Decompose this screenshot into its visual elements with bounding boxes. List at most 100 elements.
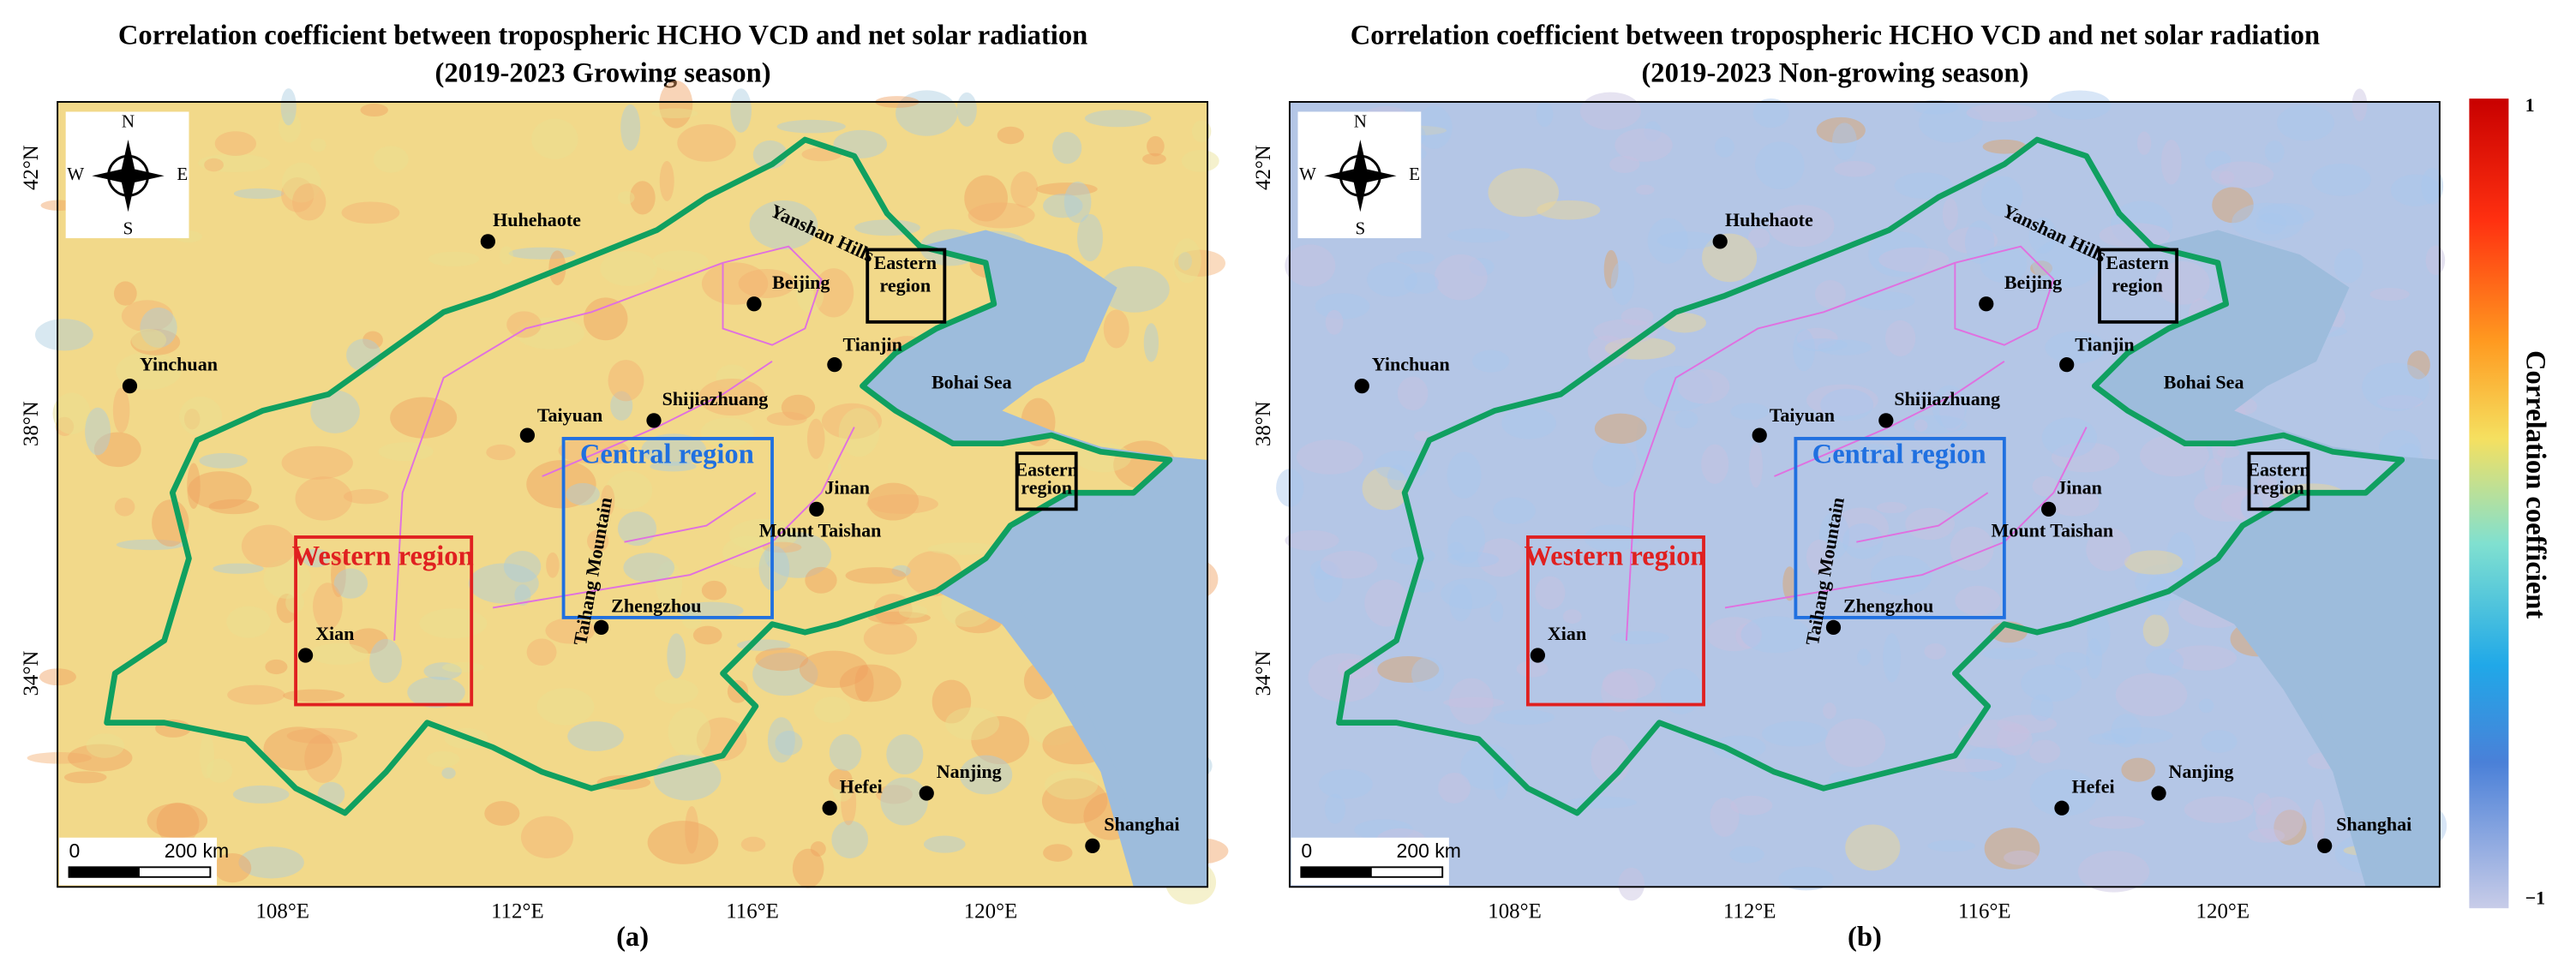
compass-letter: S xyxy=(1355,218,1365,238)
texture xyxy=(1964,744,2016,781)
texture xyxy=(964,175,1008,222)
texture xyxy=(1567,796,1638,809)
texture xyxy=(2048,90,2112,120)
texture xyxy=(506,311,542,338)
city-dot xyxy=(1878,413,1894,428)
texture xyxy=(140,307,177,348)
texture xyxy=(617,511,657,547)
texture xyxy=(2087,612,2111,656)
western-label: Western region xyxy=(1524,541,1705,571)
texture xyxy=(484,801,520,826)
sea-east xyxy=(2250,476,2440,887)
texture xyxy=(206,758,233,783)
city-label: Hefei xyxy=(2071,775,2114,797)
texture xyxy=(1918,103,1983,143)
texture xyxy=(1900,415,1968,434)
texture xyxy=(898,605,928,618)
texture xyxy=(1778,866,1834,891)
texture xyxy=(295,476,353,521)
scale-label: 200 km xyxy=(1397,840,1461,862)
compass-letter: E xyxy=(177,164,188,184)
eastern-label: Eastern xyxy=(874,252,937,273)
texture xyxy=(832,780,854,802)
texture xyxy=(369,638,402,684)
texture xyxy=(2048,487,2100,517)
texture xyxy=(1816,117,1866,144)
city-label: Shanghai xyxy=(2336,813,2411,834)
study-boundary xyxy=(1336,136,2405,816)
lon-label: 120°E xyxy=(2196,900,2250,923)
texture xyxy=(343,488,389,505)
city-dot xyxy=(1979,296,1994,312)
texture xyxy=(179,396,223,437)
texture xyxy=(1825,718,1886,768)
texture xyxy=(130,328,181,356)
scale-label: 0 xyxy=(69,840,81,862)
western-box xyxy=(1525,535,1705,707)
compass-letter: N xyxy=(122,111,135,132)
texture xyxy=(1876,501,1907,514)
texture xyxy=(2121,757,2156,782)
texture xyxy=(1644,121,1662,142)
texture xyxy=(600,251,657,287)
texture xyxy=(610,391,633,421)
texture xyxy=(1806,384,1878,416)
texture xyxy=(1447,516,1486,564)
texture xyxy=(1834,160,1876,177)
city-label: Beijing xyxy=(2004,272,2062,293)
texture xyxy=(331,552,346,598)
compass-rose xyxy=(1324,140,1397,212)
texture xyxy=(468,563,539,604)
texture xyxy=(1924,642,1947,660)
city-dot xyxy=(1354,378,1369,394)
texture xyxy=(1871,555,1932,596)
texture xyxy=(233,188,285,200)
texture xyxy=(2198,698,2214,714)
texture xyxy=(796,274,824,314)
texture xyxy=(2253,792,2272,816)
texture xyxy=(1516,660,1549,678)
texture xyxy=(2101,727,2173,744)
texture xyxy=(1601,671,1639,712)
texture xyxy=(2088,733,2127,745)
texture xyxy=(2248,828,2285,843)
texture xyxy=(1142,152,1166,165)
texture xyxy=(1387,464,1408,490)
texture xyxy=(238,846,304,879)
texture xyxy=(199,452,248,469)
texture xyxy=(1820,388,1874,421)
compass-ring xyxy=(1339,154,1381,197)
texture xyxy=(1296,439,1363,475)
texture xyxy=(1391,547,1435,565)
texture xyxy=(265,659,288,675)
texture xyxy=(1644,366,1713,412)
texture xyxy=(650,461,697,472)
texture xyxy=(967,202,1035,229)
city-dot xyxy=(480,234,496,249)
texture xyxy=(1796,327,1838,350)
texture xyxy=(1913,99,1959,115)
texture xyxy=(286,727,358,744)
texture xyxy=(2407,350,2430,379)
scale-bar xyxy=(1301,867,1372,877)
texture xyxy=(283,689,345,702)
city-dot xyxy=(519,427,536,443)
texture xyxy=(2276,105,2334,141)
texture xyxy=(758,546,790,592)
texture xyxy=(923,835,966,853)
texture xyxy=(1818,339,1872,356)
texture xyxy=(945,707,1000,741)
city-dot xyxy=(646,413,662,428)
texture xyxy=(1076,213,1103,261)
compass-letter: E xyxy=(1409,164,1420,184)
texture xyxy=(1447,228,1510,243)
lon-label: 112°E xyxy=(491,900,544,923)
texture xyxy=(85,407,111,456)
texture xyxy=(2204,150,2232,171)
texture xyxy=(1905,507,1955,541)
lat-label: 34°N xyxy=(20,651,43,696)
texture xyxy=(1955,585,2001,616)
texture xyxy=(1740,616,1811,654)
texture xyxy=(1285,244,1336,287)
city-label: Jinan xyxy=(2057,476,2102,498)
